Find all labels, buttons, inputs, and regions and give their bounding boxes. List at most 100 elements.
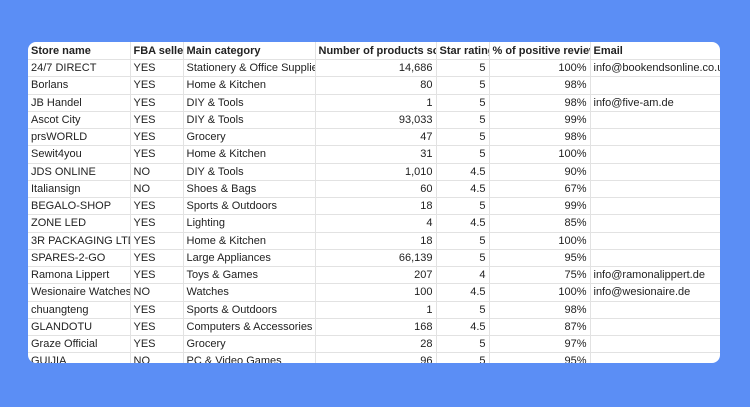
table-cell: 5	[435, 110, 490, 130]
table-cell: 5	[435, 248, 490, 268]
table-cell: 100	[314, 283, 437, 302]
table-cell: 98%	[488, 127, 591, 147]
table-cell: info@bookendsonline.co.uk	[589, 58, 720, 78]
table-cell: YES	[129, 214, 184, 233]
table-cell: 93,033	[314, 110, 437, 130]
table-cell: Grocery	[182, 334, 316, 354]
table-body: 24/7 DIRECT YES Stationery & Office Suppli…	[28, 58, 720, 363]
table-cell: info@wesionaire.de	[589, 283, 720, 302]
table-cell: YES	[129, 317, 184, 337]
table-cell	[589, 231, 720, 250]
column-header: Email	[589, 42, 720, 60]
table-cell: Wesionaire Watches	[28, 283, 131, 302]
header-row: Store name FBA seller Main category Number …	[28, 42, 720, 60]
table-row: 3R PACKAGING LTD YES Home & Kitchen 18 5 100%	[28, 231, 720, 250]
table-cell: 5	[435, 231, 490, 250]
table-cell: DIY & Tools	[182, 162, 316, 181]
table-cell: 80	[314, 76, 437, 95]
table-cell: 67%	[488, 179, 591, 199]
table-cell: SPARES-2-GO	[28, 248, 131, 268]
table-cell: 18	[314, 196, 437, 216]
table-cell	[589, 317, 720, 337]
table-cell: YES	[129, 110, 184, 130]
table-cell: 66,139	[314, 248, 437, 268]
table-cell: Computers & Accessories	[182, 317, 316, 337]
table-cell: 95%	[488, 248, 591, 268]
table-cell: Graze Official	[28, 334, 131, 354]
data-table: Store name FBA seller Main category Number …	[28, 42, 720, 363]
table-cell: YES	[129, 127, 184, 147]
table-cell: YES	[129, 231, 184, 250]
table-cell	[589, 76, 720, 95]
table-cell	[589, 196, 720, 216]
table-cell: 75%	[488, 265, 591, 285]
table-row: chuangteng YES Sports & Outdoors 1 5 98%	[28, 300, 720, 319]
table-cell: Borlans	[28, 76, 131, 95]
table-cell: YES	[129, 58, 184, 78]
table-cell: Shoes & Bags	[182, 179, 316, 199]
table-cell: DIY & Tools	[182, 93, 316, 112]
table-cell: Grocery	[182, 127, 316, 147]
table-cell: 87%	[488, 317, 591, 337]
table-cell: Ramona Lippert	[28, 265, 131, 285]
table-row: JB Handel YES DIY & Tools 1 5 98% info@five-am…	[28, 93, 720, 112]
table-cell: 90%	[488, 162, 591, 181]
table-row: Ramona Lippert YES Toys & Games 207 4 75% info…	[28, 265, 720, 285]
table-row: ZONE LED YES Lighting 4 4.5 85%	[28, 214, 720, 233]
table-cell: Lighting	[182, 214, 316, 233]
table-cell: 24/7 DIRECT	[28, 58, 131, 78]
table-cell: 4	[314, 214, 437, 233]
table-cell	[589, 352, 720, 363]
table-cell: 5	[435, 352, 490, 363]
table-cell	[589, 145, 720, 164]
table-cell: 99%	[488, 196, 591, 216]
table-cell: GLANDOTU	[28, 317, 131, 337]
table-cell: NO	[129, 283, 184, 302]
table-cell: 28	[314, 334, 437, 354]
table-row: GLANDOTU YES Computers & Accessories 168 4.5…	[28, 317, 720, 337]
table-cell: 5	[435, 196, 490, 216]
table-cell: 47	[314, 127, 437, 147]
table-cell: GUIJIA	[28, 352, 131, 363]
table-cell: info@five-am.de	[589, 93, 720, 112]
table-cell: Sports & Outdoors	[182, 196, 316, 216]
table-row: SPARES-2-GO YES Large Appliances 66,139 5 95%	[28, 248, 720, 268]
table-cell: 5	[435, 127, 490, 147]
column-header: Number of products sold	[314, 42, 437, 60]
table-cell: 168	[314, 317, 437, 337]
table-cell: Sports & Outdoors	[182, 300, 316, 319]
table-cell: 4.5	[435, 214, 490, 233]
column-header: FBA seller	[129, 42, 184, 60]
table-cell	[589, 334, 720, 354]
table-row: BEGALO-SHOP YES Sports & Outdoors 18 5 99%	[28, 196, 720, 216]
table-cell: DIY & Tools	[182, 110, 316, 130]
table-cell: 4.5	[435, 179, 490, 199]
table-cell: 5	[435, 58, 490, 78]
column-header: Main category	[182, 42, 316, 60]
table-cell: prsWORLD	[28, 127, 131, 147]
table-cell: 31	[314, 145, 437, 164]
table-row: Graze Official YES Grocery 28 5 97%	[28, 334, 720, 354]
table-cell: 4.5	[435, 317, 490, 337]
table-cell: ZONE LED	[28, 214, 131, 233]
table-row: prsWORLD YES Grocery 47 5 98%	[28, 127, 720, 147]
table-cell: 95%	[488, 352, 591, 363]
table-cell: YES	[129, 93, 184, 112]
table-cell: info@ramonalippert.de	[589, 265, 720, 285]
table-cell: 14,686	[314, 58, 437, 78]
table-cell: Home & Kitchen	[182, 231, 316, 250]
table-cell	[589, 300, 720, 319]
table-cell: 100%	[488, 145, 591, 164]
table-cell	[589, 162, 720, 181]
column-header: Star rating	[435, 42, 490, 60]
table-cell: 4.5	[435, 283, 490, 302]
table-cell: YES	[129, 300, 184, 319]
table-cell: 100%	[488, 283, 591, 302]
table-cell: Sewit4you	[28, 145, 131, 164]
table-cell: 5	[435, 300, 490, 319]
table-cell: NO	[129, 179, 184, 199]
table-row: Wesionaire Watches NO Watches 100 4.5 100% inf…	[28, 283, 720, 302]
table-cell: Large Appliances	[182, 248, 316, 268]
column-header: % of positive reviews	[488, 42, 591, 60]
